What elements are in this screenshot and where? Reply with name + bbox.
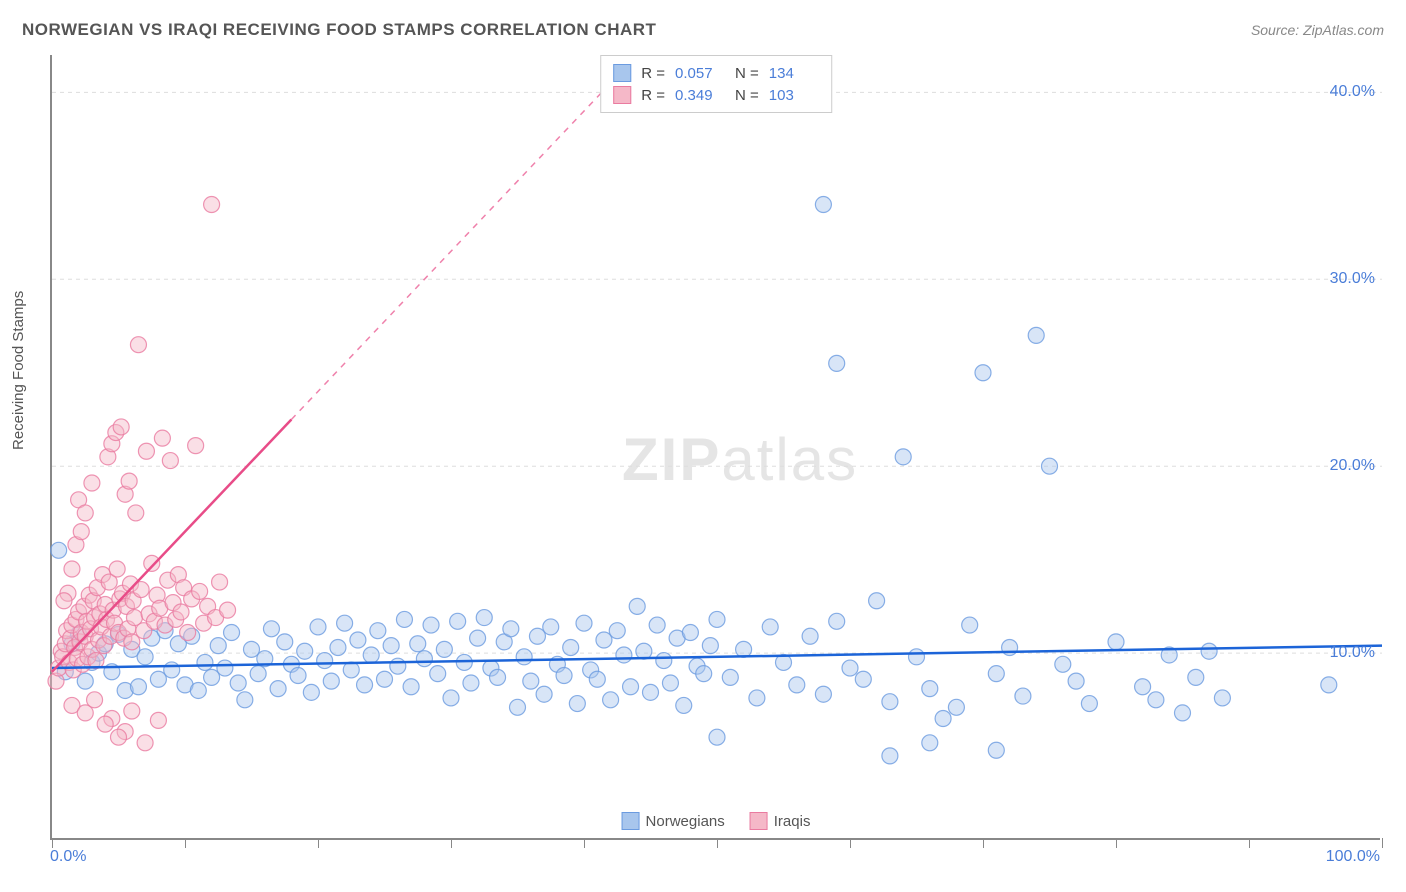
swatch-norwegians — [613, 64, 631, 82]
swatch-iraqis — [613, 86, 631, 104]
x-tick — [717, 838, 718, 848]
x-tick — [52, 838, 53, 848]
x-tick — [584, 838, 585, 848]
plot-area: ZIPatlas R = 0.057 N = 134 R = 0.349 N =… — [50, 55, 1380, 840]
r-val-1: 0.057 — [675, 65, 725, 82]
legend-item-iraqis: Iraqis — [750, 812, 811, 830]
x-tick — [983, 838, 984, 848]
x-label-left: 0.0% — [50, 848, 86, 866]
y-tick-label: 20.0% — [1330, 457, 1375, 475]
x-tick — [185, 838, 186, 848]
x-tick — [1116, 838, 1117, 848]
legend-item-norwegians: Norwegians — [622, 812, 725, 830]
r-label-2: R = — [641, 87, 665, 104]
n-label-2: N = — [735, 87, 759, 104]
swatch-norwegians-bottom — [622, 812, 640, 830]
swatch-iraqis-bottom — [750, 812, 768, 830]
r-label-1: R = — [641, 65, 665, 82]
legend-label-norwegians: Norwegians — [646, 813, 725, 830]
x-label-right: 100.0% — [1326, 848, 1380, 866]
chart-title: NORWEGIAN VS IRAQI RECEIVING FOOD STAMPS… — [22, 20, 656, 40]
bottom-legend: Norwegians Iraqis — [622, 812, 811, 830]
y-tick-label: 40.0% — [1330, 83, 1375, 101]
y-tick-label: 30.0% — [1330, 270, 1375, 288]
x-tick — [850, 838, 851, 848]
x-tick — [318, 838, 319, 848]
x-tick — [1382, 838, 1383, 848]
r-val-2: 0.349 — [675, 87, 725, 104]
chart-source: Source: ZipAtlas.com — [1251, 22, 1384, 38]
legend-label-iraqis: Iraqis — [774, 813, 811, 830]
chart-svg — [52, 55, 1380, 838]
y-tick-label: 10.0% — [1330, 644, 1375, 662]
n-label-1: N = — [735, 65, 759, 82]
x-tick — [1249, 838, 1250, 848]
legend-stats-row-2: R = 0.349 N = 103 — [613, 84, 819, 106]
x-tick — [451, 838, 452, 848]
n-val-1: 134 — [769, 65, 819, 82]
y-axis-title: Receiving Food Stamps — [10, 291, 27, 450]
legend-stats-row-1: R = 0.057 N = 134 — [613, 62, 819, 84]
chart-header: NORWEGIAN VS IRAQI RECEIVING FOOD STAMPS… — [22, 20, 1384, 40]
n-val-2: 103 — [769, 87, 819, 104]
legend-stats-box: R = 0.057 N = 134 R = 0.349 N = 103 — [600, 55, 832, 113]
